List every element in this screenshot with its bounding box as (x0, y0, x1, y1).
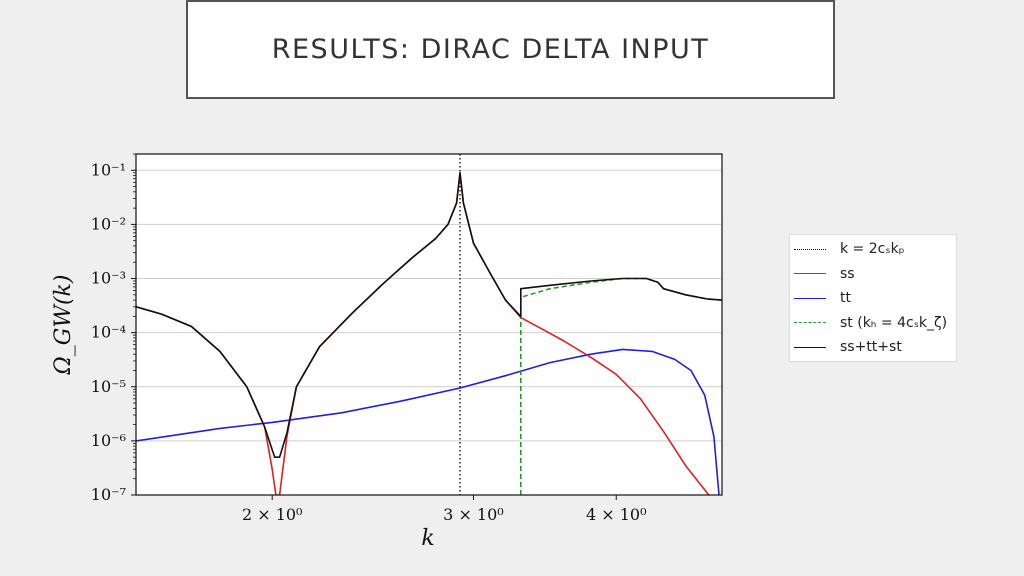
y-tick-label: 10⁻² (91, 214, 126, 233)
x-tick-label: 2 × 10⁰ (242, 505, 303, 524)
plot-frame (135, 153, 723, 496)
legend-swatch (794, 297, 826, 299)
legend-label: ss (840, 265, 855, 282)
y-tick-label: 10⁻⁵ (91, 377, 126, 396)
x-tick-label: 4 × 10⁰ (586, 505, 647, 524)
legend-item: st (kₕ = 4cₛk_ζ) (790, 311, 956, 335)
legend-swatch (794, 322, 826, 323)
y-tick-label: 10⁻³ (91, 269, 126, 288)
slide-title: RESULTS: DIRAC DELTA INPUT (271, 34, 710, 65)
legend-swatch (794, 248, 826, 250)
x-tick-label: 3 × 10⁰ (443, 505, 504, 524)
legend-label: st (kₕ = 4cₛk_ζ) (840, 314, 948, 331)
legend-label: ss+tt+st (840, 339, 902, 355)
legend-item: ss (790, 262, 956, 286)
legend-swatch (794, 273, 826, 274)
legend-item: k = 2cₛkₚ (790, 237, 956, 261)
legend-item: tt (790, 286, 956, 310)
axes: 10⁻⁷ 10⁻⁶ 10⁻⁵ 10⁻⁴ 10⁻³ 10⁻² 10⁻¹ 2 × 10⁰ 3 × 1… (51, 153, 723, 551)
x-axis-label: k (421, 526, 434, 551)
y-tick-label: 10⁻¹ (91, 160, 126, 179)
legend-swatch (794, 346, 826, 348)
legend-label: tt (840, 290, 851, 306)
y-tick-label: 10⁻⁴ (91, 323, 126, 342)
y-axis-label: Ω_GW(k) (51, 275, 76, 376)
plot-background (136, 154, 722, 495)
series-line-tt (136, 348, 720, 495)
y-tick-label: 10⁻⁷ (91, 485, 126, 504)
grid-lines (136, 154, 722, 496)
legend-item: ss+tt+st (790, 335, 956, 359)
slide-title-box: RESULTS: DIRAC DELTA INPUT (186, 0, 835, 99)
series-lines (136, 154, 722, 495)
legend-label: k = 2cₛkₚ (840, 241, 905, 257)
legend: k = 2cₛkₚ ss tt st (kₕ = 4cₛk_ζ) ss+tt+st (789, 234, 957, 362)
y-tick-label: 10⁻⁶ (91, 431, 126, 450)
series-line-ss-tt-st (136, 172, 722, 458)
